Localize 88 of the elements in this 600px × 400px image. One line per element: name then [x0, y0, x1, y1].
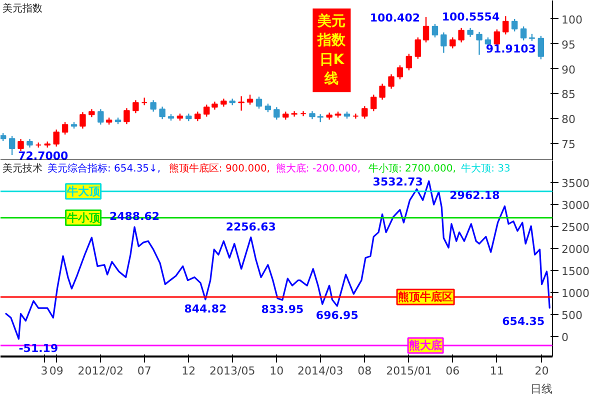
annotation: 72.7000 [18, 150, 69, 163]
y-tick-label: 3500 [562, 177, 590, 190]
ref-line-label: 牛大顶 [66, 184, 101, 198]
y-tick-label: 1000 [562, 287, 590, 300]
candlestick [291, 110, 298, 118]
chart-title: 美元指数 [2, 2, 42, 14]
candlestick [370, 94, 377, 112]
candlestick [124, 108, 130, 125]
y-tick-label: 500 [562, 309, 582, 322]
y-tick-label: 75 [562, 138, 576, 152]
y-tick-label: 1500 [562, 265, 590, 278]
candlestick [476, 31, 482, 56]
candlestick [458, 27, 464, 43]
candlestick [194, 111, 201, 122]
candlestick [18, 138, 24, 152]
y-tick-label: 2500 [562, 221, 590, 234]
candlestick [238, 96, 244, 112]
candlestick [422, 16, 430, 43]
annotation: 696.95 [316, 308, 358, 322]
annotation: -51.19 [18, 342, 58, 355]
annotation: 91.9103 [486, 42, 536, 56]
chart-title: 美元技术 [2, 162, 42, 174]
candlestick [62, 122, 68, 136]
y-tick-label: 90 [562, 63, 576, 76]
y-tick-label: 80 [562, 113, 576, 126]
x-tick-label: 20 [534, 364, 549, 378]
x-tick-label: 11 [490, 364, 504, 378]
annotation: 熊大底: -200.000, [276, 162, 361, 174]
candlestick [53, 128, 60, 148]
ref-line-label: 熊大底 [409, 338, 442, 352]
annotation: 100.5554 [442, 10, 500, 24]
candlestick [132, 100, 139, 114]
candlestick [98, 108, 104, 126]
candlestick [159, 106, 166, 120]
ref-line-label: 熊顶牛底区 [398, 290, 454, 304]
x-tick-label: 10 [270, 364, 284, 378]
x-tick-label: 2015/01 [386, 364, 432, 378]
candlestick [538, 35, 544, 60]
annotation: 654.35 [502, 314, 545, 328]
candlestick [8, 135, 16, 156]
candlestick [150, 100, 156, 112]
x-tick-label: 2014/03 [298, 364, 344, 378]
x-tick-label: 2012/02 [78, 364, 124, 378]
candlestick [502, 16, 509, 35]
candlestick [440, 32, 447, 54]
x-axis-title: 日线 [530, 382, 552, 396]
y-tick-label: 2000 [562, 243, 590, 256]
annotation: 2256.63 [226, 220, 276, 234]
candlestick [256, 96, 262, 110]
x-tick-label: 09 [49, 364, 64, 378]
annotation: 牛大顶: 33 [461, 162, 510, 174]
candlestick [396, 64, 404, 80]
candlestick [203, 104, 210, 118]
candlestick [300, 110, 306, 117]
candlestick [450, 36, 456, 49]
x-tick-label: 12 [182, 364, 196, 378]
x-tick-label: 08 [358, 364, 372, 378]
annotation: 美元综合指标: 654.35↓, [48, 162, 161, 174]
candlestick [520, 26, 527, 41]
text: 美元指数日K线 [316, 12, 347, 88]
y-tick-label: 0 [562, 331, 568, 344]
candlestick [362, 106, 368, 120]
annotation: 100.402 [370, 11, 420, 24]
x-tick-label: 06 [446, 364, 460, 378]
candlestick [511, 18, 518, 32]
candlestick [274, 106, 280, 120]
candlestick [388, 74, 394, 90]
annotation: 833.95 [261, 302, 304, 316]
annotation: 2962.18 [450, 189, 500, 202]
candlestick [379, 83, 386, 100]
annotation: 844.82 [184, 302, 227, 316]
x-tick-label: 3 [40, 364, 48, 378]
candlestick [246, 94, 254, 106]
annotation: 牛小顶: 2700.000, [368, 162, 456, 174]
annotation: 熊顶牛底区: 900.000, [168, 162, 270, 174]
candlestick [80, 112, 86, 130]
ref-line-label: 牛小顶 [66, 211, 101, 224]
annotation: 3532.73 [372, 176, 423, 189]
x-tick-label: 2013/05 [210, 364, 256, 378]
candlestick [414, 36, 422, 60]
candlestick [432, 23, 438, 38]
y-tick-label: 85 [562, 88, 576, 102]
y-tick-label: 100 [562, 13, 582, 26]
candlestick [352, 113, 359, 120]
x-tick-label: 07 [137, 364, 152, 378]
y-tick-label: 95 [562, 38, 576, 52]
y-tick-label: 3000 [562, 199, 590, 212]
candlestick [406, 53, 412, 71]
